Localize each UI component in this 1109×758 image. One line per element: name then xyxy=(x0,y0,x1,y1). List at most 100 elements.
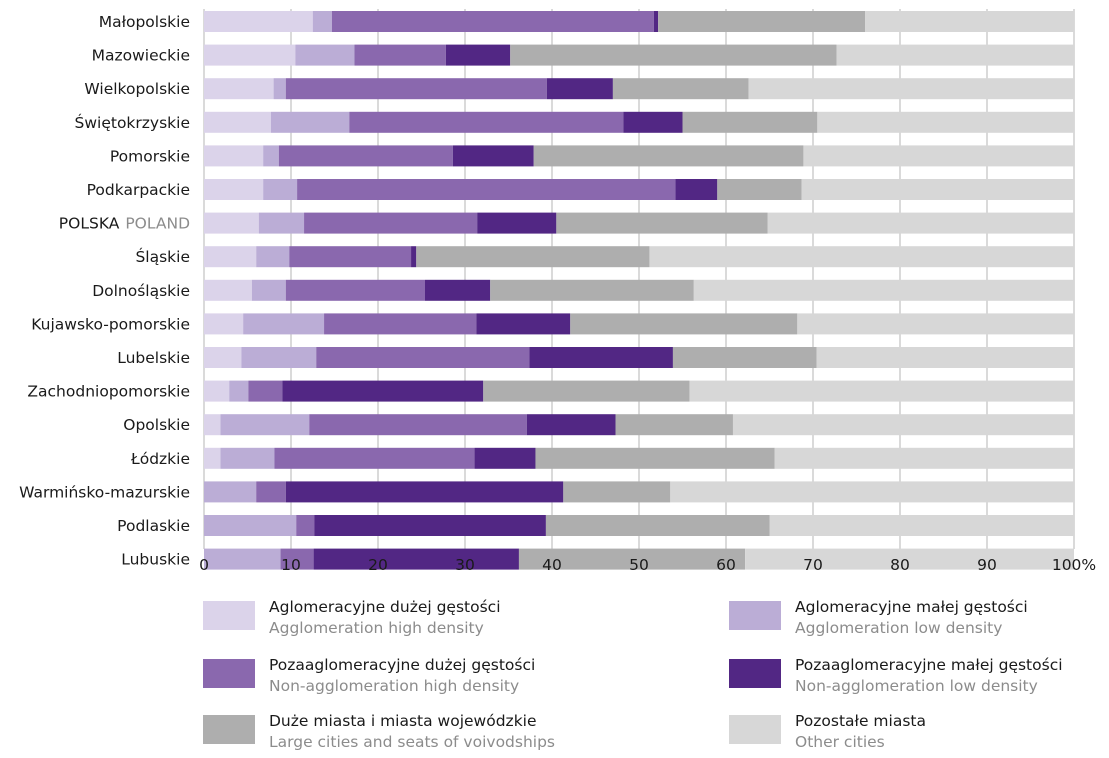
bar-segment xyxy=(309,414,527,436)
x-axis-ticks: 0 10 20 30 40 50 60 70 80 90 100% xyxy=(199,556,1096,574)
bar-segment xyxy=(563,481,671,503)
bar-segment xyxy=(817,111,1074,133)
bar-segment xyxy=(533,145,804,167)
bar-segment xyxy=(416,246,650,268)
bar-segment xyxy=(803,145,1074,167)
bar-segment xyxy=(546,78,613,100)
category-label: Dolnośląskie xyxy=(92,282,190,300)
category-label: Pomorskie xyxy=(110,147,190,165)
bar-segment xyxy=(204,44,296,66)
bar-segment xyxy=(474,447,536,469)
bar-segment xyxy=(518,548,746,570)
bar-segment xyxy=(278,145,453,167)
category-label: Warmińsko-mazurskie xyxy=(19,483,190,501)
category-label: Mazowieckie xyxy=(92,47,190,65)
bar-segment xyxy=(526,414,616,436)
bar-segment xyxy=(316,347,530,368)
bar-segment xyxy=(204,78,274,100)
bar-segment xyxy=(354,44,446,66)
category-label: Zachodniopomorskie xyxy=(27,383,190,401)
bar-segment xyxy=(745,548,1074,570)
x-tick-label: 90 xyxy=(977,556,997,574)
bar-segment xyxy=(248,380,283,402)
bar-segment xyxy=(570,313,798,335)
bar-segment xyxy=(797,313,1074,335)
bar-segment xyxy=(285,481,564,503)
category-label: Podlaskie xyxy=(117,517,190,535)
x-tick-label: 40 xyxy=(542,556,562,574)
bar-segment xyxy=(251,279,286,301)
bar-segment xyxy=(204,179,264,200)
bar-segment xyxy=(865,11,1074,32)
bar-segment xyxy=(411,246,417,268)
bar-segment xyxy=(675,179,718,200)
category-label: Lubelskie xyxy=(117,349,190,367)
bar-segment xyxy=(204,111,271,133)
bar-segment xyxy=(689,380,1074,402)
x-tick-label: 20 xyxy=(368,556,388,574)
bar-segment xyxy=(623,111,683,133)
category-label-en: POLAND xyxy=(125,215,190,233)
x-tick-label: 0 xyxy=(199,556,209,574)
x-tick-label: 60 xyxy=(716,556,736,574)
bar-segment xyxy=(229,380,249,402)
x-tick-label: 10 xyxy=(281,556,301,574)
bar-segment xyxy=(483,380,690,402)
bar-segment xyxy=(672,347,817,368)
bar-segment xyxy=(767,212,1074,234)
bar-segment xyxy=(476,313,571,335)
bar-segment xyxy=(263,145,279,167)
bar-segment xyxy=(612,78,749,100)
bar-segment xyxy=(445,44,511,66)
bar-segment xyxy=(424,279,491,301)
bar-segment xyxy=(220,414,310,436)
bar-segment xyxy=(204,548,281,570)
bar-segment xyxy=(204,279,252,301)
bar-segment xyxy=(204,212,259,234)
bar-segment xyxy=(270,111,350,133)
bar-segment xyxy=(490,279,694,301)
bar-segment xyxy=(204,145,264,167)
bar-segment xyxy=(204,515,297,536)
bar-segment xyxy=(774,447,1074,469)
x-tick-label: 70 xyxy=(803,556,823,574)
bar-segment xyxy=(204,447,221,469)
bar-segment xyxy=(658,11,866,32)
bar-segment xyxy=(204,11,313,32)
bar-segment xyxy=(324,313,477,335)
bar-segment xyxy=(256,481,286,503)
bar-segment xyxy=(717,179,802,200)
bar-segment xyxy=(331,11,654,32)
x-tick-label: 80 xyxy=(890,556,910,574)
bar-segment xyxy=(204,246,257,268)
bar-segment xyxy=(801,179,1074,200)
bar-segment xyxy=(312,11,332,32)
bar-segment xyxy=(204,347,242,368)
bar-segment xyxy=(748,78,1074,100)
x-tick-label: 100% xyxy=(1052,556,1096,574)
category-label: Opolskie xyxy=(123,416,190,434)
bar-segment xyxy=(263,179,298,200)
bar-segment xyxy=(452,145,534,167)
bar-segment xyxy=(649,246,1074,268)
x-tick-label: 30 xyxy=(455,556,475,574)
bar-segment xyxy=(816,347,1074,368)
bar-segment xyxy=(273,78,286,100)
bar-segment xyxy=(477,212,557,234)
bar-segment xyxy=(258,212,305,234)
bar-segment xyxy=(836,44,1074,66)
bar-segment xyxy=(615,414,733,436)
bar-segment xyxy=(204,313,244,335)
category-labels: Małopolskie Mazowieckie Wielkopolskie Święt… xyxy=(19,13,190,569)
category-label: Kujawsko-pomorskie xyxy=(31,315,190,333)
bar-segment xyxy=(545,515,770,536)
bar-segment xyxy=(274,447,475,469)
bar-segment xyxy=(297,179,676,200)
bar-segment xyxy=(732,414,1074,436)
bar-segment xyxy=(556,212,768,234)
category-label: Podkarpackie xyxy=(87,181,190,199)
bar-segment xyxy=(282,380,484,402)
bar-segment xyxy=(204,481,257,503)
category-label: Łódzkie xyxy=(130,450,190,468)
